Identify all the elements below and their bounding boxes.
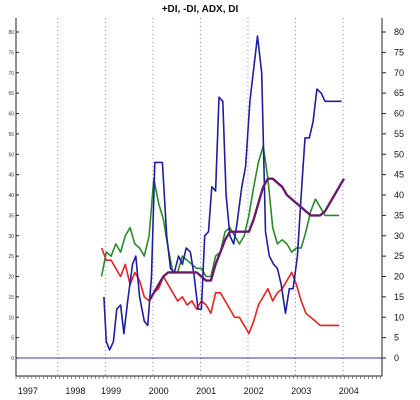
right-tick-label: 45 <box>394 170 404 180</box>
left-tick-label: 45 <box>8 173 14 179</box>
year-label-2001: 2001 <box>196 386 216 396</box>
left-tick-label: 50 <box>8 152 14 158</box>
chart-title: +DI, -DI, ADX, DI <box>162 4 239 15</box>
right-tick-label: 35 <box>394 210 404 220</box>
right-tick-label: 30 <box>394 231 404 241</box>
left-tick-label: 20 <box>8 275 14 281</box>
right-tick-label: 65 <box>394 88 404 98</box>
right-tick-label: 5 <box>394 333 399 343</box>
right-y-ticks: 0 5 10 15 20 25 30 35 40 45 50 55 60 65 70 75 80 <box>382 27 404 363</box>
right-tick-label: 55 <box>394 129 404 139</box>
left-tick-label: 55 <box>8 132 14 138</box>
left-y-ticks: 0 5 10 15 20 25 30 35 40 45 50 55 60 65 70 75 80 <box>8 30 19 362</box>
left-tick-label: 30 <box>8 234 14 240</box>
left-tick-label: 10 <box>8 315 14 321</box>
left-tick-label: 15 <box>8 295 14 301</box>
right-tick-label: 80 <box>394 27 404 37</box>
right-tick-label: 25 <box>394 251 404 261</box>
right-tick-label: 60 <box>394 109 404 119</box>
right-tick-label: 50 <box>394 149 404 159</box>
left-tick-label: 40 <box>8 193 14 199</box>
series-lines <box>100 35 346 351</box>
di-line <box>148 177 346 302</box>
plus-di-line <box>103 35 342 351</box>
right-tick-label: 20 <box>394 272 404 282</box>
right-tick-label: 0 <box>394 353 399 363</box>
year-label-1999: 1999 <box>101 386 121 396</box>
left-tick-label: 75 <box>8 50 14 56</box>
right-tick-label: 10 <box>394 312 404 322</box>
x-year-labels: 1997 1998 1999 2000 2001 2002 2003 2004 <box>15 376 381 396</box>
right-tick-label: 70 <box>394 68 404 78</box>
right-tick-label: 15 <box>394 292 404 302</box>
left-tick-label: 0 <box>11 356 14 362</box>
year-label-2002: 2002 <box>244 386 264 396</box>
left-tick-label: 80 <box>8 30 14 36</box>
right-tick-label: 75 <box>394 47 404 57</box>
year-label-2004: 2004 <box>339 386 359 396</box>
left-tick-label: 5 <box>11 336 14 342</box>
left-tick-label: 70 <box>8 71 14 77</box>
year-label-2000: 2000 <box>149 386 169 396</box>
year-label-1997: 1997 <box>18 386 38 396</box>
minus-di-line <box>100 247 340 335</box>
left-tick-label: 60 <box>8 112 14 118</box>
year-label-2003: 2003 <box>291 386 311 396</box>
right-tick-label: 40 <box>394 190 404 200</box>
year-label-1998: 1998 <box>65 386 85 396</box>
left-tick-label: 25 <box>8 254 14 260</box>
left-tick-label: 35 <box>8 213 14 219</box>
left-tick-label: 65 <box>8 91 14 97</box>
